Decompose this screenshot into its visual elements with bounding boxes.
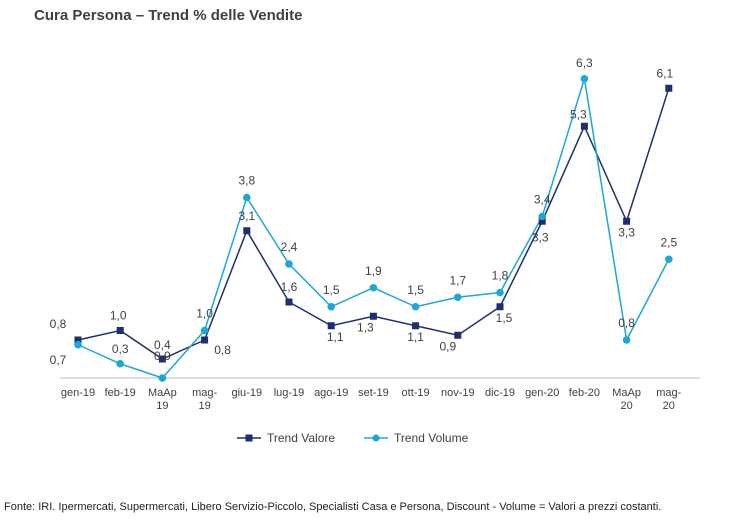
legend-marker	[245, 434, 253, 442]
x-tick-label: feb-20	[569, 387, 600, 399]
series-1-point	[201, 336, 209, 344]
data-label: 1,5	[407, 283, 424, 297]
legend-label: Trend Valore	[267, 431, 335, 445]
series-1-point	[327, 322, 335, 330]
data-label: 0,9	[439, 339, 456, 353]
series-1-point	[665, 84, 673, 92]
x-tick-label: gen-20	[525, 387, 559, 399]
data-label: 1,7	[449, 273, 466, 287]
x-tick-label: dic-19	[485, 387, 515, 399]
series-2-point	[327, 302, 336, 311]
data-label: 1,0	[110, 309, 127, 323]
x-tick-label: MaAp 20	[612, 387, 641, 412]
data-label: 3,3	[618, 225, 635, 239]
x-tick-label: MaAp 19	[148, 387, 177, 412]
series-1-point	[580, 122, 588, 130]
data-label: 1,0	[196, 307, 213, 321]
data-label: 1,6	[281, 280, 298, 294]
data-label: 3,8	[238, 174, 255, 188]
series-2-point	[369, 283, 378, 292]
data-label: 0,4	[154, 338, 171, 352]
legend: Trend Valore Trend Volume	[237, 431, 469, 445]
series-1-point	[243, 227, 251, 235]
series-2-point	[622, 336, 631, 344]
series-markers	[74, 74, 673, 382]
data-label: 3,1	[238, 209, 255, 223]
x-tick-label: mag-19	[192, 387, 217, 412]
data-label: 0,3	[112, 342, 129, 356]
series-1-point	[496, 303, 504, 311]
data-label: 6,1	[656, 66, 673, 80]
x-tick-label: mag-20	[656, 387, 681, 412]
series-1-point	[74, 336, 82, 344]
series-1-point	[158, 355, 166, 363]
series-1-point	[623, 217, 631, 225]
series-2-point	[243, 193, 251, 202]
series-2-point	[454, 293, 462, 302]
source-footnote: Fonte: IRI. Ipermercati, Supermercati, L…	[4, 501, 662, 513]
data-label: 3,4	[534, 193, 551, 207]
data-label: 5,3	[570, 107, 587, 121]
data-label: 2,4	[281, 240, 298, 254]
x-tick-labels: gen-19 feb-19 MaAp 19 mag-19 giu-19 lug-19 ago-…	[61, 387, 682, 412]
data-label: 1,3	[357, 320, 374, 334]
series-2-point	[158, 374, 167, 382]
data-label: 0,8	[50, 317, 67, 331]
series-1-point	[369, 312, 377, 320]
data-label: 3,3	[532, 230, 549, 244]
data-labels: 0,8 1,0 0,4 0,8 3,1 1,6 1,1 1,3 1,1 0,9 1,5 3,3 5,3 3…	[50, 56, 678, 367]
series-2-point	[116, 359, 124, 368]
x-tick-label: feb-19	[105, 387, 136, 399]
series-2-point	[580, 74, 589, 83]
series-2-point	[538, 212, 546, 221]
data-label: 1,5	[496, 311, 513, 325]
data-label: 0,7	[50, 353, 67, 367]
x-tick-label: gen-19	[61, 387, 95, 399]
legend-marker	[372, 434, 380, 442]
x-tick-label: ott-19	[402, 387, 430, 399]
series-1-point	[116, 327, 124, 334]
chart-title: Cura Persona – Trend % delle Vendite	[34, 7, 303, 24]
legend-label: Trend Volume	[394, 431, 469, 445]
x-tick-label: ago-19	[314, 387, 348, 399]
x-tick-label: nov-19	[441, 387, 475, 399]
series-2-point	[496, 288, 504, 297]
series-1-point	[412, 322, 420, 330]
series-1-point	[538, 217, 546, 225]
series-2-point	[411, 302, 420, 311]
x-tick-label: lug-19	[274, 387, 305, 399]
series-2-point	[74, 340, 82, 349]
series-1-point	[454, 331, 462, 339]
data-label: 2,5	[660, 235, 677, 249]
data-label: 0,0	[154, 349, 171, 363]
series-2-point	[285, 260, 293, 268]
data-label: 1,5	[323, 283, 340, 297]
x-tick-label: set-19	[358, 387, 389, 399]
data-label: 1,1	[327, 330, 344, 344]
series-2-point	[200, 326, 209, 335]
data-label: 1,1	[407, 330, 424, 344]
series-1-point	[285, 298, 293, 306]
x-tick-label: giu-19	[232, 387, 263, 399]
data-label: 0,8	[214, 343, 231, 357]
data-label: 1,9	[365, 264, 382, 278]
series-2-point	[665, 255, 673, 264]
data-label: 0,8	[618, 316, 635, 330]
data-label: 1,8	[492, 269, 509, 283]
data-label: 6,3	[576, 56, 593, 70]
